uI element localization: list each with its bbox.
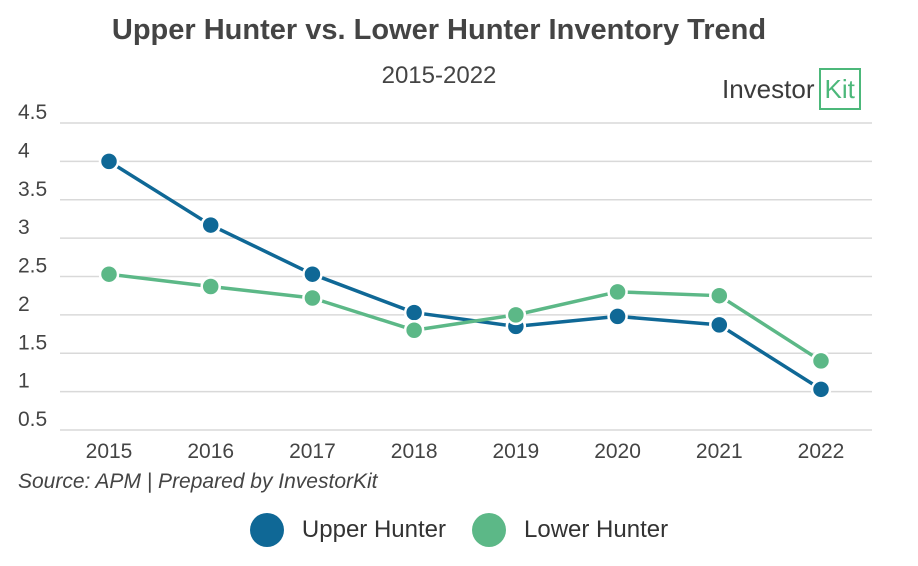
legend-label-upper-hunter: Upper Hunter (301, 516, 446, 543)
x-tick-label: 2017 (289, 440, 336, 463)
logo-text: Investor (722, 73, 815, 104)
y-tick-label: 3.5 (18, 178, 47, 201)
x-tick-label: 2016 (187, 440, 234, 463)
data-point-series-0 (403, 302, 425, 323)
data-point-series-1 (709, 285, 730, 306)
data-point-series-1 (200, 276, 221, 297)
line-chart: 4.5 4 3.5 3 2.5 2 1.5 1 0.5 2015 2016 2017 2018 2019 2… (18, 101, 872, 463)
x-tick-label: 2018 (391, 440, 438, 463)
data-point-series-1 (607, 281, 628, 303)
x-tick-label: 2015 (86, 440, 133, 463)
logo-kit-box: Kit (818, 68, 861, 110)
x-tick-label: 2022 (798, 440, 845, 463)
data-point-series-0 (607, 306, 628, 327)
series-line-0 (108, 159, 822, 391)
chart-title: Upper Hunter vs. Lower Hunter Inventory … (111, 14, 767, 46)
y-tick-label: 1 (18, 370, 30, 393)
data-point-series-0 (709, 314, 730, 336)
legend-item-upper-hunter[interactable]: Upper Hunter (249, 513, 446, 547)
legend: Upper Hunter Lower Hunter (0, 508, 918, 552)
data-point-series-0 (98, 151, 120, 172)
x-tick-label: 2020 (594, 440, 641, 463)
legend-swatch-upper-hunter (249, 513, 284, 547)
y-tick-label: 2.5 (18, 255, 47, 278)
data-point-series-0 (200, 214, 221, 236)
y-tick-label: 2 (18, 293, 30, 316)
investorkit-logo: Investor Kit (722, 68, 861, 110)
legend-swatch-lower-hunter (472, 513, 506, 547)
y-tick-label: 1.5 (18, 331, 47, 354)
data-point-series-0 (810, 379, 832, 400)
data-point-series-1 (505, 304, 527, 326)
chart-subtitle: 2015-2022 (381, 62, 497, 89)
data-point-series-1 (403, 319, 425, 341)
series-line-1 (108, 272, 822, 363)
legend-label-lower-hunter: Lower Hunter (524, 516, 669, 543)
y-tick-label: 4 (18, 139, 30, 162)
data-point-series-1 (98, 263, 120, 285)
x-tick-label: 2019 (492, 440, 539, 463)
source-note: Source: APM | Prepared by InvestorKit (18, 470, 378, 493)
data-point-series-1 (302, 287, 323, 309)
y-tick-label: 4.5 (18, 101, 47, 124)
x-tick-label: 2021 (696, 440, 743, 463)
y-tick-label: 0.5 (18, 408, 47, 431)
data-point-series-0 (302, 263, 323, 285)
data-point-series-1 (810, 350, 832, 372)
legend-item-lower-hunter[interactable]: Lower Hunter (472, 513, 668, 547)
y-tick-label: 3 (18, 216, 30, 239)
